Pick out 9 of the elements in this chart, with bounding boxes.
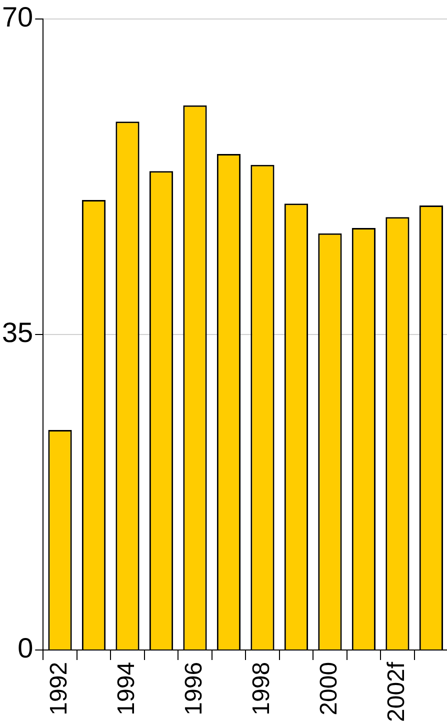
x-tick-label: 1998 bbox=[248, 662, 276, 716]
x-tick-label: 1992 bbox=[46, 662, 73, 716]
y-tick-label: 70 bbox=[2, 2, 34, 33]
x-tick-label: 2000 bbox=[316, 662, 343, 716]
x-tick-label: 2002f bbox=[383, 662, 410, 722]
y-tick-label: 0 bbox=[18, 632, 34, 664]
x-tick-label: 1996 bbox=[180, 662, 208, 716]
y-tick-label: 35 bbox=[2, 317, 34, 348]
x-tick-label: 1994 bbox=[113, 662, 140, 716]
